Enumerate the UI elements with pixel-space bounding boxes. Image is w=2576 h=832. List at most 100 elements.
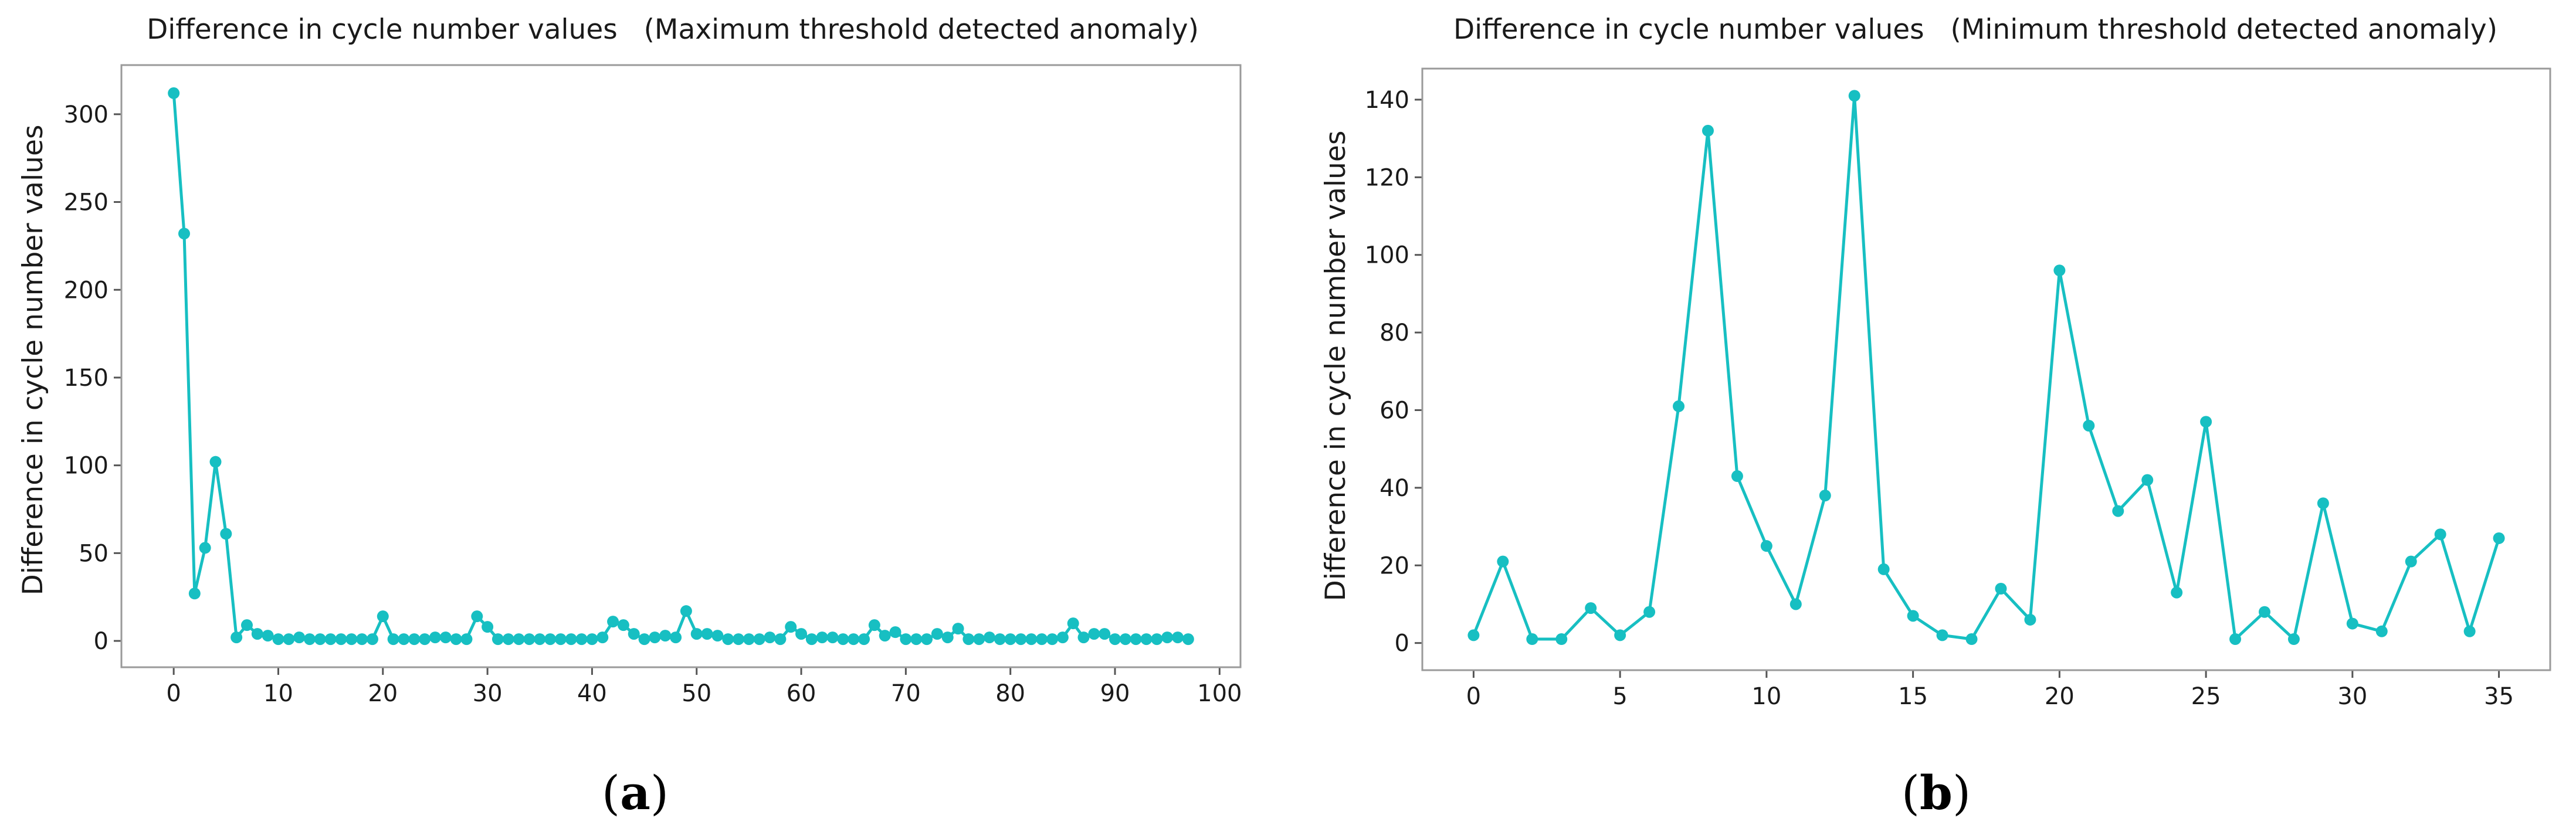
chart-b-data-point xyxy=(2200,416,2212,428)
chart-a-x-tick-label: 60 xyxy=(787,680,816,707)
chart-a-x-tick-label: 80 xyxy=(995,680,1025,707)
chart-a-data-point xyxy=(596,631,609,644)
chart-a-data-point xyxy=(199,542,211,554)
chart-b-data-point xyxy=(1877,563,1890,575)
chart-b-data-point xyxy=(2171,586,2183,599)
chart-b-x-tick-label: 20 xyxy=(2045,683,2075,710)
chart-a-data-point xyxy=(743,633,755,646)
chart-a-data-point xyxy=(921,633,933,646)
chart-a-data-point xyxy=(1119,633,1131,646)
chart-a-data-point xyxy=(628,628,640,640)
chart-a-x-tick-label: 0 xyxy=(166,680,181,707)
chart-a-data-point xyxy=(795,628,808,640)
chart-a-y-tick-label: 100 xyxy=(64,453,109,480)
chart-a-data-point xyxy=(1056,631,1069,644)
chart-a-data-point xyxy=(408,633,421,646)
chart-a-x-tick-label: 50 xyxy=(682,680,711,707)
chart-a-data-point xyxy=(523,633,535,646)
chart-a-data-point xyxy=(419,633,431,646)
chart-a-ticks: 0 10 20 30 40 50 60 70 80 90 100 0 50 100 150 200 250 300 xyxy=(64,101,1242,707)
chart-b-y-axis-label: Difference in cycle number values xyxy=(1320,131,1352,602)
chart-a-data-point xyxy=(1182,633,1194,646)
chart-b-ticks: 0 5 10 15 20 25 30 35 0 20 40 60 80 100 120 140 xyxy=(1365,87,2514,710)
chart-a-data-point xyxy=(659,630,672,642)
chart-a-data-point xyxy=(1172,631,1184,644)
chart-a-data-point xyxy=(1140,633,1153,646)
chart-a-data-point xyxy=(638,633,650,646)
chart-a-data-point xyxy=(366,633,378,646)
chart-a-data-point xyxy=(910,633,923,646)
chart-b-x-tick-label: 10 xyxy=(1751,683,1781,710)
chart-a-data-point xyxy=(565,633,577,646)
chart-b-data-point xyxy=(2024,613,2036,626)
chart-a-data-point xyxy=(753,633,765,646)
chart-a-data-point xyxy=(805,633,818,646)
chart-a-data-point xyxy=(314,633,326,646)
chart-a-y-tick-label: 50 xyxy=(79,540,109,567)
chart-a-data-point xyxy=(429,631,441,644)
chart-b-data-point xyxy=(1585,602,1597,614)
chart-a-data-point xyxy=(984,631,996,644)
chart-a-data-point xyxy=(785,621,797,633)
chart-b-data-point xyxy=(2493,532,2505,544)
chart-a-data-point xyxy=(303,633,316,646)
chart-a-data-point xyxy=(607,616,619,628)
chart-a-data-point xyxy=(962,633,975,646)
chart-a-data-point xyxy=(670,631,682,644)
chart-b-data-point xyxy=(1555,633,1568,646)
chart-a-y-tick-label: 300 xyxy=(64,101,109,128)
chart-a-data-point xyxy=(387,633,399,646)
chart-a-data-point xyxy=(356,633,368,646)
chart-a-data-point xyxy=(722,633,734,646)
chart-a-data-point xyxy=(262,630,274,642)
chart-a-data-point xyxy=(398,633,410,646)
chart-a-data-point xyxy=(492,633,504,646)
chart-a-data-point xyxy=(251,628,263,640)
chart-b-data-point xyxy=(2434,528,2446,541)
chart-a-data-point xyxy=(209,456,222,468)
chart-b-data-point xyxy=(1497,555,1509,568)
chart-b-data-point xyxy=(2112,505,2124,517)
chart-a-x-tick-label: 10 xyxy=(263,680,293,707)
chart-a-data-point xyxy=(324,633,337,646)
chart-a-series xyxy=(168,87,1194,646)
chart-b-y-tick-label: 60 xyxy=(1379,398,1409,425)
chart-b-series xyxy=(1467,90,2505,646)
chart-a-data-point xyxy=(482,621,494,633)
chart-a-data-point xyxy=(858,633,870,646)
chart-a-data-point xyxy=(848,633,860,646)
chart-a-data-point xyxy=(617,619,629,631)
chart-a-data-point xyxy=(764,631,776,644)
chart-a-data-point xyxy=(879,630,891,642)
chart-a-data-point xyxy=(335,633,347,646)
chart-a-title: Difference in cycle number values (Maxim… xyxy=(147,13,1199,46)
chart-a-data-point xyxy=(952,623,964,635)
chart-a-data-point xyxy=(941,631,954,644)
chart-a-data-point xyxy=(240,619,253,631)
chart-a-x-tick-label: 100 xyxy=(1197,680,1242,707)
chart-a-data-point xyxy=(231,631,243,644)
chart-a-data-point xyxy=(1130,633,1142,646)
chart-a-data-point xyxy=(994,633,1006,646)
chart-a-data-point xyxy=(1161,631,1174,644)
chart-b-y-tick-label: 80 xyxy=(1379,320,1409,347)
chart-a-x-tick-label: 70 xyxy=(891,680,921,707)
chart-a-data-point xyxy=(889,626,901,639)
chart-b-data-point xyxy=(2405,555,2417,568)
chart-b-data-point xyxy=(1936,629,1948,641)
chart-b-y-tick-label: 140 xyxy=(1365,87,1409,114)
chart-a-data-point xyxy=(439,631,452,644)
chart-a-data-point xyxy=(1036,633,1048,646)
chart-b-data-point xyxy=(2141,474,2154,486)
chart-a-data-point xyxy=(1088,628,1100,640)
chart-a-y-axis-label: Difference in cycle number values xyxy=(17,125,49,596)
chart-b-plot-frame xyxy=(1421,67,2551,671)
chart-a-data-point xyxy=(1099,628,1111,640)
chart-b-data-point xyxy=(2317,497,2329,510)
chart-a-data-point xyxy=(973,633,985,646)
chart-b-data-point xyxy=(1965,633,1978,646)
chart-b-data-point xyxy=(1526,633,1538,646)
chart-b-data-point xyxy=(2346,617,2358,630)
chart-a-data-point xyxy=(502,633,514,646)
